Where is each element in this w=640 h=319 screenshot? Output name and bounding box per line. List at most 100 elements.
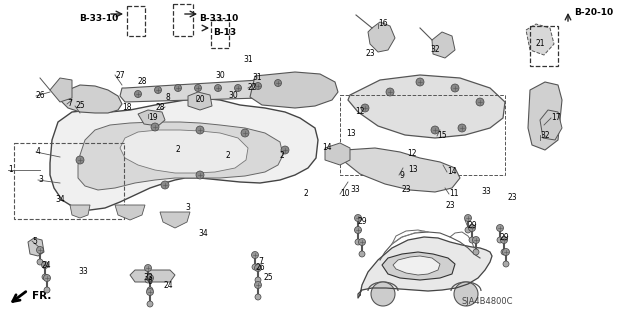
- Circle shape: [451, 84, 459, 92]
- Circle shape: [454, 282, 478, 306]
- Text: 5: 5: [32, 236, 37, 246]
- Circle shape: [355, 226, 362, 234]
- Circle shape: [147, 288, 154, 295]
- Text: 29: 29: [500, 234, 509, 242]
- Circle shape: [175, 85, 182, 92]
- Text: 19: 19: [148, 114, 157, 122]
- Text: 26: 26: [36, 92, 45, 100]
- Polygon shape: [115, 205, 145, 220]
- Text: FR.: FR.: [32, 291, 51, 301]
- Circle shape: [147, 287, 153, 293]
- Polygon shape: [432, 32, 455, 58]
- Circle shape: [255, 83, 262, 90]
- Text: 13: 13: [408, 166, 418, 174]
- Text: SJA4B4800C: SJA4B4800C: [461, 298, 513, 307]
- Circle shape: [255, 281, 262, 288]
- Text: 33: 33: [78, 268, 88, 277]
- Circle shape: [196, 126, 204, 134]
- Circle shape: [241, 129, 249, 137]
- Circle shape: [500, 236, 508, 243]
- Text: 18: 18: [122, 103, 131, 113]
- Polygon shape: [130, 270, 175, 282]
- Text: 2: 2: [304, 189, 308, 197]
- Circle shape: [386, 88, 394, 96]
- Text: 32: 32: [540, 130, 550, 139]
- Polygon shape: [70, 205, 90, 218]
- Circle shape: [36, 247, 44, 254]
- Circle shape: [468, 225, 476, 232]
- Text: 31: 31: [252, 73, 262, 83]
- Circle shape: [361, 104, 369, 112]
- Text: 12: 12: [355, 108, 365, 116]
- Circle shape: [465, 227, 471, 233]
- Text: 24: 24: [42, 261, 52, 270]
- Polygon shape: [393, 256, 440, 275]
- Circle shape: [134, 91, 141, 98]
- Polygon shape: [528, 82, 562, 150]
- Polygon shape: [250, 72, 338, 108]
- Polygon shape: [60, 85, 122, 113]
- Circle shape: [281, 146, 289, 154]
- Circle shape: [502, 249, 509, 256]
- Polygon shape: [120, 80, 278, 102]
- Circle shape: [252, 264, 258, 270]
- Polygon shape: [50, 78, 72, 102]
- Text: 2: 2: [175, 145, 180, 154]
- Circle shape: [161, 181, 169, 189]
- Circle shape: [358, 239, 365, 246]
- Text: 30: 30: [228, 91, 237, 100]
- Circle shape: [196, 171, 204, 179]
- Text: 12: 12: [407, 149, 417, 158]
- Text: 23: 23: [446, 201, 456, 210]
- Circle shape: [145, 264, 152, 271]
- Polygon shape: [358, 237, 492, 298]
- Circle shape: [501, 249, 507, 255]
- Circle shape: [465, 214, 472, 221]
- Circle shape: [255, 294, 261, 300]
- Text: 33: 33: [481, 188, 491, 197]
- Polygon shape: [28, 238, 44, 256]
- Text: 3: 3: [185, 204, 190, 212]
- Circle shape: [497, 225, 504, 232]
- Polygon shape: [526, 24, 554, 55]
- Text: B-20-10: B-20-10: [574, 8, 613, 17]
- Text: 33: 33: [143, 272, 153, 281]
- Circle shape: [145, 277, 151, 283]
- Circle shape: [44, 275, 51, 281]
- Text: 6: 6: [148, 278, 153, 286]
- Text: 23: 23: [508, 192, 518, 202]
- Polygon shape: [348, 75, 505, 138]
- Text: 23: 23: [402, 184, 412, 194]
- Polygon shape: [345, 148, 460, 192]
- Circle shape: [476, 98, 484, 106]
- Text: 24: 24: [164, 281, 173, 291]
- Circle shape: [76, 156, 84, 164]
- Text: B-33-10: B-33-10: [79, 14, 118, 23]
- Text: 34: 34: [55, 196, 65, 204]
- Text: 28: 28: [138, 78, 147, 86]
- Text: B-13: B-13: [213, 28, 236, 37]
- Text: 27: 27: [115, 70, 125, 79]
- Circle shape: [255, 264, 262, 271]
- Circle shape: [497, 237, 503, 243]
- Circle shape: [503, 261, 509, 267]
- Text: 2: 2: [280, 151, 285, 160]
- Circle shape: [359, 251, 365, 257]
- Polygon shape: [382, 252, 455, 280]
- Circle shape: [355, 239, 361, 245]
- Text: 33: 33: [350, 186, 360, 195]
- Text: 20: 20: [196, 95, 205, 105]
- Polygon shape: [188, 92, 212, 110]
- Polygon shape: [50, 98, 318, 210]
- Text: 32: 32: [430, 46, 440, 55]
- Circle shape: [416, 78, 424, 86]
- Polygon shape: [160, 212, 190, 228]
- Text: 3: 3: [38, 175, 43, 184]
- Text: 11: 11: [449, 189, 458, 198]
- Text: 16: 16: [378, 19, 388, 28]
- Circle shape: [234, 85, 241, 92]
- Text: 25: 25: [264, 273, 274, 283]
- Circle shape: [37, 259, 43, 265]
- Text: 29: 29: [358, 218, 367, 226]
- Polygon shape: [368, 22, 395, 52]
